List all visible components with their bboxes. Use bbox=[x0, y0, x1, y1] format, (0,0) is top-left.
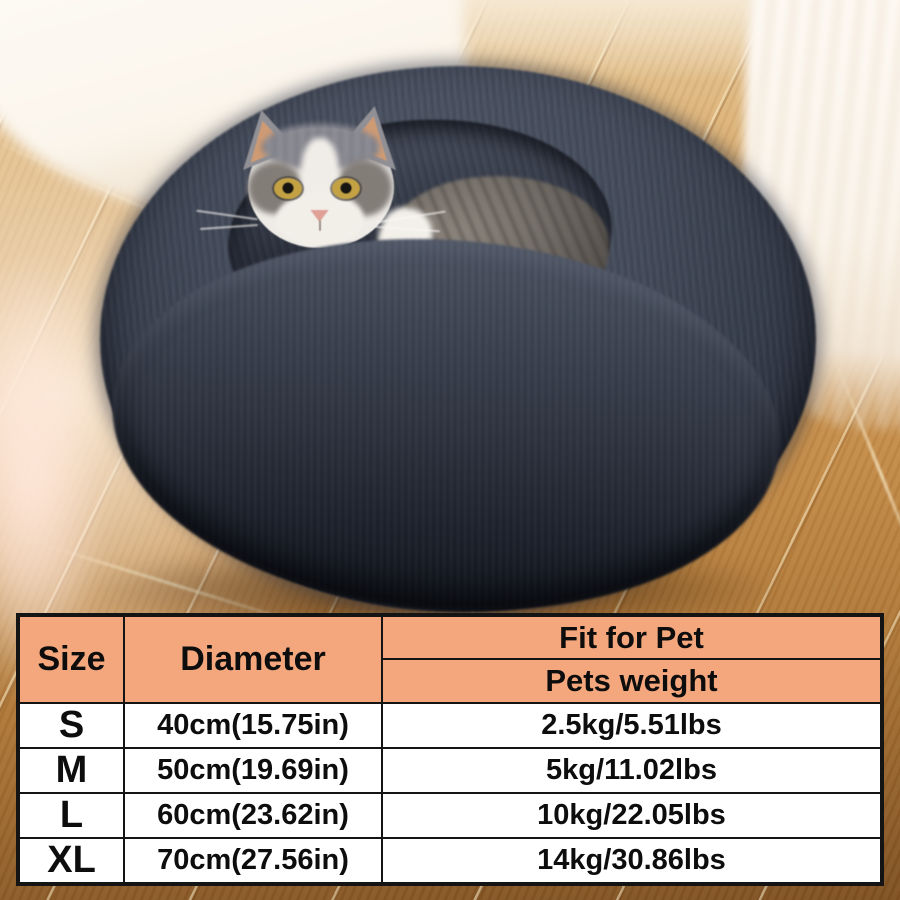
table-cell-size-s: S bbox=[19, 703, 124, 748]
table-header-fit-for-pet: Fit for Pet bbox=[382, 616, 881, 659]
table-header-size: Size bbox=[19, 616, 124, 703]
table-cell-diameter-s: 40cm(15.75in) bbox=[124, 703, 382, 748]
table-cell-diameter-xl: 70cm(27.56in) bbox=[124, 838, 382, 883]
cat-whisker bbox=[196, 209, 258, 221]
table-cell-weight-m: 5kg/11.02lbs bbox=[382, 748, 881, 793]
table-header-pets-weight: Pets weight bbox=[382, 659, 881, 703]
size-chart-table: Size Diameter Fit for Pet Pets weight S … bbox=[16, 613, 884, 886]
cat-mouth bbox=[319, 220, 321, 231]
cat-eye-left bbox=[274, 178, 302, 199]
table-cell-size-xl: XL bbox=[19, 838, 124, 883]
cat-whisker bbox=[200, 223, 258, 231]
table-cell-weight-l: 10kg/22.05lbs bbox=[382, 793, 881, 838]
table-cell-size-m: M bbox=[19, 748, 124, 793]
table-cell-size-l: L bbox=[19, 793, 124, 838]
table-header-diameter: Diameter bbox=[124, 616, 382, 703]
table-cell-diameter-m: 50cm(19.69in) bbox=[124, 748, 382, 793]
table-cell-weight-xl: 14kg/30.86lbs bbox=[382, 838, 881, 883]
table-cell-diameter-l: 60cm(23.62in) bbox=[124, 793, 382, 838]
cat-eye-right bbox=[332, 178, 360, 199]
table-cell-weight-s: 2.5kg/5.51lbs bbox=[382, 703, 881, 748]
cat-head bbox=[196, 106, 446, 248]
